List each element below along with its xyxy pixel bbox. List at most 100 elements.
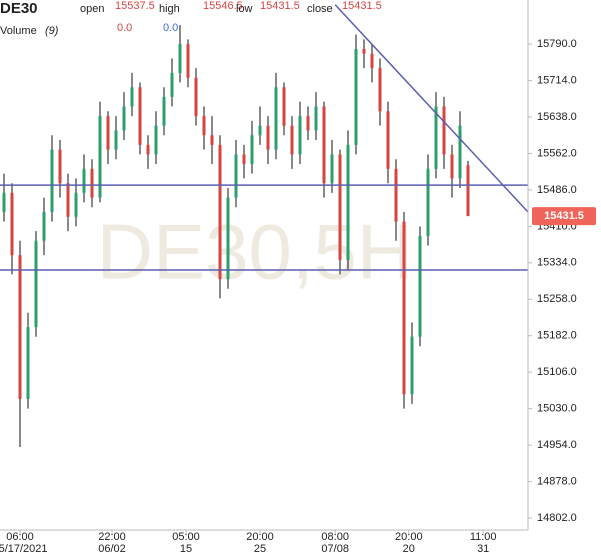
candle-body <box>450 154 454 179</box>
x-tick-label: 05:00 <box>172 531 200 543</box>
candle-body <box>130 87 134 107</box>
x-tick-date: 05/17/2021 <box>0 543 48 555</box>
candle-body <box>34 240 38 328</box>
plot-area <box>0 4 529 448</box>
x-tick-date: 25 <box>254 543 266 555</box>
x-tick-label: 06:00 <box>6 531 34 543</box>
low-label: low <box>236 3 253 15</box>
y-tick-label: 14878.0 <box>537 475 577 487</box>
x-tick-date: 06/02 <box>98 543 126 555</box>
open-label: open <box>80 3 104 15</box>
y-tick-label: 15638.0 <box>537 111 577 123</box>
candle-body <box>314 106 318 131</box>
y-tick-label: 15714.0 <box>537 74 577 86</box>
candle-body <box>282 87 286 126</box>
candle-body <box>402 221 406 395</box>
x-tick-label: 20:00 <box>395 531 423 543</box>
candle-body <box>330 154 334 184</box>
candle-body <box>138 87 142 145</box>
candle-body <box>194 77 198 117</box>
y-tick-label: 15106.0 <box>537 366 577 378</box>
x-tick-label: 22:00 <box>98 531 126 543</box>
candle-body <box>354 48 358 145</box>
close-label: close <box>307 3 333 15</box>
candle-body <box>146 144 150 155</box>
candle-body <box>26 327 30 400</box>
candle-body <box>418 235 422 337</box>
candle-body <box>186 44 190 78</box>
candle-body <box>58 149 62 184</box>
y-tick-label: 15486.0 <box>537 184 577 196</box>
x-tick-label: 11:00 <box>470 531 497 543</box>
candle-body <box>178 44 182 73</box>
symbol: DE30 <box>0 0 38 17</box>
candle-body <box>202 116 206 136</box>
x-tick-date: 20 <box>403 543 415 555</box>
low-value: 15431.5 <box>260 0 300 12</box>
candle-body <box>42 212 46 241</box>
y-tick-label: 15334.0 <box>537 257 577 269</box>
candle-body <box>442 106 446 155</box>
high-label: high <box>159 3 180 15</box>
candle-body <box>370 53 374 69</box>
candle-body <box>394 168 398 222</box>
candle-body <box>234 154 238 198</box>
y-tick-label: 15790.0 <box>537 38 577 50</box>
candle-body <box>386 111 390 169</box>
y-tick-label: 15562.0 <box>537 147 577 159</box>
candle-body <box>106 116 110 150</box>
high-value: 15546.5 <box>203 0 243 12</box>
candle-body <box>250 135 254 165</box>
price-tag-label: 15431.5 <box>544 210 584 222</box>
candle-body <box>266 125 270 150</box>
candle-body <box>434 106 438 169</box>
close-value: 15431.5 <box>342 0 382 12</box>
candle-body <box>218 144 222 280</box>
candle-body <box>210 135 214 145</box>
volume-value: 0.0 <box>163 22 178 34</box>
volume-label: Volume <box>0 25 37 37</box>
candle-body <box>258 125 262 136</box>
candle-body <box>74 192 78 217</box>
candle-body <box>82 168 86 193</box>
x-tick-date: 31 <box>477 543 489 555</box>
candle-body <box>338 154 342 260</box>
candle-body <box>426 168 430 236</box>
candle-body <box>170 72 174 97</box>
x-tick-date: 15 <box>180 543 192 555</box>
candle-body <box>66 183 70 217</box>
candle-body <box>18 255 22 400</box>
trend-line <box>334 4 529 213</box>
candle-body <box>274 87 278 150</box>
candle-body <box>298 116 302 155</box>
candle-body <box>90 168 94 198</box>
volume-value: 0.0 <box>117 22 132 34</box>
candle-body <box>50 149 54 212</box>
candle-body <box>306 116 310 131</box>
candle-body <box>114 130 118 150</box>
candle-body <box>162 96 166 126</box>
y-tick-label: 15182.0 <box>537 330 577 342</box>
x-tick-label: 08:00 <box>321 531 349 543</box>
candle-body <box>290 125 294 155</box>
candle-body <box>322 106 326 184</box>
candle-body <box>466 165 470 217</box>
watermark: DE30,5H <box>97 208 414 296</box>
candle-body <box>98 116 102 198</box>
y-tick-label: 14954.0 <box>537 439 577 451</box>
price-tag <box>532 207 596 226</box>
candle-body <box>362 48 366 54</box>
candle-body <box>346 144 350 260</box>
volume-period: (9) <box>45 25 59 37</box>
candle-body <box>410 336 414 395</box>
y-tick-label: 14802.0 <box>537 512 577 524</box>
candle-body <box>122 106 126 131</box>
candle-body <box>226 197 230 280</box>
open-value: 15537.5 <box>115 0 155 12</box>
candle-body <box>154 125 158 155</box>
y-tick-label: 15030.0 <box>537 403 577 415</box>
candle-body <box>2 192 6 212</box>
x-tick-label: 20:00 <box>246 531 274 543</box>
